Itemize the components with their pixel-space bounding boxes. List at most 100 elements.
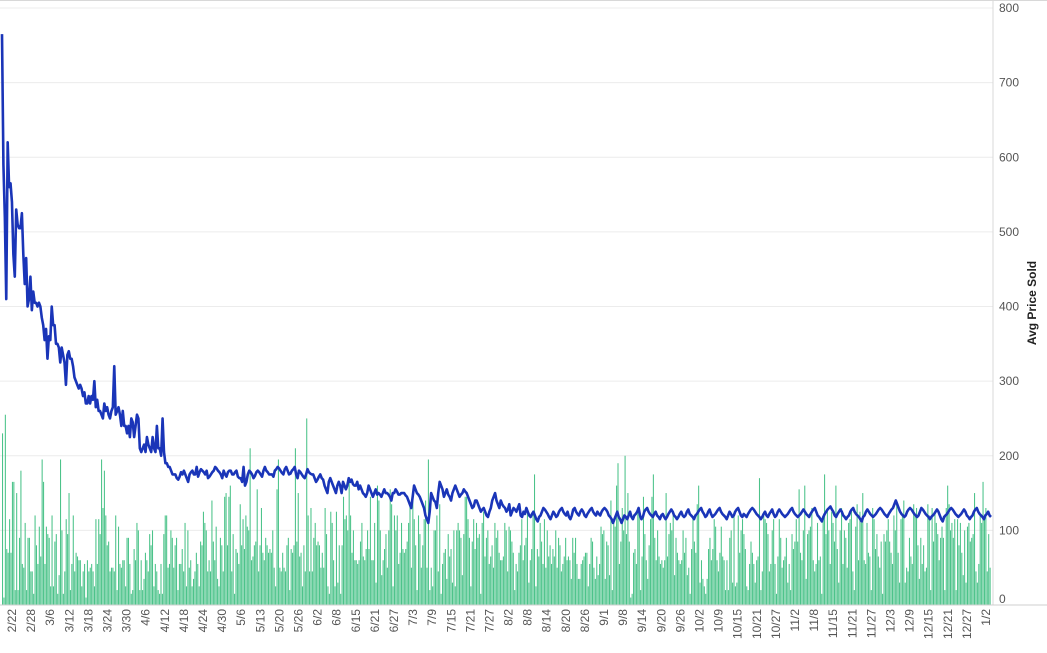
bar: [849, 519, 851, 605]
bar: [614, 526, 616, 605]
bar: [775, 593, 777, 605]
x-axis-tick-label: 1/2: [979, 609, 993, 626]
bar: [787, 582, 789, 605]
bar: [558, 537, 560, 605]
bar: [398, 563, 400, 605]
bar: [808, 530, 810, 605]
bar: [904, 582, 906, 605]
bar: [569, 560, 571, 605]
bar: [790, 590, 792, 605]
bar: [910, 556, 912, 605]
bar: [634, 549, 636, 605]
bar: [222, 571, 224, 605]
x-axis-tick-label: 6/27: [387, 609, 401, 633]
bar: [481, 522, 483, 605]
bar: [376, 485, 379, 605]
bar: [764, 519, 766, 605]
right-axis-title: Avg Price Sold: [1025, 261, 1039, 345]
bar: [924, 571, 926, 605]
bar: [242, 519, 244, 605]
bar: [307, 515, 309, 605]
bar: [829, 563, 831, 605]
bar: [535, 586, 537, 605]
bar: [477, 537, 479, 605]
x-axis-tick-label: 10/2: [693, 609, 707, 633]
bar: [276, 489, 278, 605]
bar: [811, 507, 813, 605]
x-axis-tick-label: 2/28: [24, 609, 38, 633]
bar: [610, 500, 612, 605]
bar: [596, 556, 598, 605]
bar: [559, 545, 561, 605]
bar: [51, 515, 53, 605]
bar: [962, 575, 964, 605]
bar: [454, 586, 456, 605]
bar: [736, 582, 738, 605]
bar: [560, 571, 562, 605]
bar: [197, 563, 199, 605]
bar: [13, 481, 15, 605]
bar: [44, 563, 46, 605]
bar: [635, 563, 637, 605]
bar: [313, 537, 315, 605]
bar: [872, 507, 874, 605]
bar: [137, 530, 139, 605]
bar: [908, 537, 910, 605]
bar: [238, 563, 240, 605]
bar: [286, 545, 288, 605]
bar: [798, 489, 800, 605]
bar: [413, 519, 415, 605]
bar: [193, 578, 195, 605]
bar: [474, 549, 476, 605]
bar: [971, 537, 973, 605]
bar: [109, 571, 111, 605]
bar: [877, 556, 879, 605]
bar: [856, 504, 858, 605]
bar: [982, 481, 984, 605]
right-axis-tick-label: 200: [999, 449, 1019, 463]
bar: [723, 560, 725, 605]
bar: [911, 563, 913, 605]
bar: [330, 511, 332, 605]
x-axis-tick-label: 7/15: [444, 609, 458, 633]
bar: [433, 530, 435, 605]
bar: [430, 567, 432, 605]
bar: [57, 593, 59, 605]
bar: [461, 575, 463, 605]
bar: [132, 590, 134, 605]
bar: [311, 571, 313, 605]
bar: [423, 519, 425, 605]
bar: [40, 556, 42, 605]
bar: [3, 597, 5, 605]
bar: [204, 522, 206, 605]
bar: [756, 560, 758, 605]
bar: [484, 556, 486, 605]
bar: [253, 545, 255, 605]
x-axis-tick-label: 5/20: [272, 609, 286, 633]
bar: [965, 582, 967, 605]
bar: [846, 567, 848, 605]
bar: [67, 534, 69, 605]
bar: [119, 563, 121, 605]
bar: [273, 567, 275, 605]
bar: [780, 537, 782, 605]
bar: [928, 515, 930, 605]
bar: [466, 496, 468, 605]
bar: [729, 537, 731, 605]
x-axis-tick-label: 9/8: [616, 609, 630, 626]
bar: [818, 560, 820, 605]
bar: [801, 560, 803, 605]
bar: [725, 590, 727, 605]
bar: [650, 519, 652, 605]
bar: [211, 500, 213, 605]
bar: [886, 530, 888, 605]
bar: [858, 560, 860, 605]
bar: [838, 582, 840, 605]
bar: [426, 567, 428, 605]
bar: [522, 560, 524, 605]
bar: [226, 545, 229, 605]
bar: [236, 552, 238, 605]
bar: [352, 530, 354, 605]
bar: [512, 552, 514, 605]
bar: [710, 560, 712, 605]
